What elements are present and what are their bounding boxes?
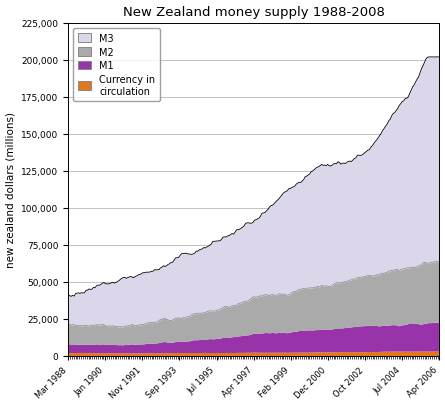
Y-axis label: new zealand dollars (millions): new zealand dollars (millions) [5, 112, 16, 268]
Title: New Zealand money supply 1988-2008: New Zealand money supply 1988-2008 [123, 6, 384, 19]
Legend: M3, M2, M1, Currency in
circulation: M3, M2, M1, Currency in circulation [73, 29, 160, 102]
